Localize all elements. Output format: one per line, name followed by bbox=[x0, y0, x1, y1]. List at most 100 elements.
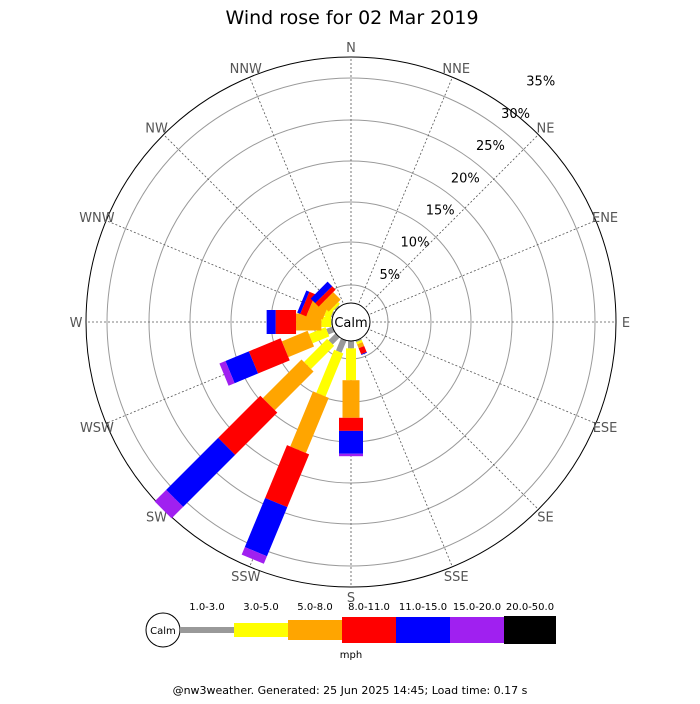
bar-ssw-8.0-11.0 bbox=[265, 445, 310, 508]
bar-w-8.0-11.0 bbox=[275, 310, 297, 334]
direction-label-ssw: SSW bbox=[231, 570, 261, 585]
grid-ring bbox=[106, 77, 596, 567]
legend-units: mph bbox=[340, 650, 362, 661]
bar-sse-1.0-3.0 bbox=[355, 338, 362, 343]
direction-label-wsw: WSW bbox=[80, 421, 114, 436]
bar-wnw-11.0-15.0 bbox=[297, 290, 310, 314]
direction-label-se: SE bbox=[537, 510, 553, 525]
legend-swatch-3.0-5.0 bbox=[234, 623, 288, 637]
legend-label-3.0-5.0: 3.0-5.0 bbox=[243, 602, 278, 613]
bar-sse-8.0-11.0 bbox=[358, 345, 367, 355]
bar-wsw-5.0-8.0 bbox=[281, 330, 315, 358]
legend-swatch-15.0-20.0 bbox=[450, 617, 504, 643]
calm-label: Calm bbox=[334, 316, 367, 331]
bar-ssw-5.0-8.0 bbox=[290, 391, 329, 454]
bar-w-11.0-15.0 bbox=[266, 310, 276, 334]
radial-tick-label: 15% bbox=[426, 203, 455, 218]
direction-label-nw: NW bbox=[145, 122, 168, 137]
spoke-wnw bbox=[106, 220, 332, 315]
bar-wsw-15.0-20.0 bbox=[219, 361, 235, 386]
bar-wsw-11.0-15.0 bbox=[225, 351, 259, 384]
radial-tick-label: 5% bbox=[380, 268, 401, 283]
bar-nw-1.0-3.0 bbox=[334, 305, 340, 311]
legend-label-5.0-8.0: 5.0-8.0 bbox=[297, 602, 332, 613]
spoke-nne bbox=[358, 77, 453, 303]
wind-bars bbox=[154, 281, 367, 564]
radial-tick-labels: 5% 10% 15% 20% 25% 30% 35% bbox=[380, 75, 556, 283]
bar-sse-3.0-5.0 bbox=[356, 339, 363, 345]
bar-sw-11.0-15.0 bbox=[166, 437, 236, 507]
direction-label-ene: ENE bbox=[592, 211, 618, 226]
chart-title: Wind rose for 02 Mar 2019 bbox=[225, 7, 478, 29]
bar-sw-3.0-5.0 bbox=[303, 338, 335, 370]
legend-swatch-5.0-8.0 bbox=[288, 620, 342, 640]
legend-label-11.0-15.0: 11.0-15.0 bbox=[399, 602, 447, 613]
radial-tick-label: 35% bbox=[526, 75, 555, 90]
bar-w-3.0-5.0 bbox=[321, 317, 332, 327]
bar-w-5.0-8.0 bbox=[296, 313, 322, 331]
legend-swatch-20.0-50.0 bbox=[504, 616, 556, 644]
bar-ssw-3.0-5.0 bbox=[316, 349, 344, 397]
direction-labels: N NNE NE ENE E ESE SE SSE S SSW SW WSW W WNW NW NNW bbox=[70, 41, 631, 606]
legend-swatch-1.0-3.0 bbox=[180, 627, 234, 633]
legend-label-8.0-11.0: 8.0-11.0 bbox=[348, 602, 390, 613]
radial-tick-label: 25% bbox=[476, 139, 505, 154]
bar-nw-8.0-11.0 bbox=[315, 286, 336, 307]
direction-label-sse: SSE bbox=[444, 570, 469, 585]
bar-s-15.0-20.0 bbox=[339, 453, 363, 457]
spoke-nw bbox=[163, 134, 337, 308]
legend-label-1.0-3.0: 1.0-3.0 bbox=[189, 602, 224, 613]
direction-label-n: N bbox=[346, 41, 356, 56]
legend-swatch-8.0-11.0 bbox=[342, 617, 396, 643]
bar-sw-15.0-20.0 bbox=[154, 489, 184, 519]
direction-label-nne: NNE bbox=[442, 62, 470, 77]
legend-label-15.0-20.0: 15.0-20.0 bbox=[453, 602, 501, 613]
spoke-sse bbox=[358, 341, 453, 567]
calm-circle bbox=[331, 302, 371, 342]
bar-wnw-1.0-3.0 bbox=[330, 311, 335, 318]
calm-center: Calm bbox=[331, 302, 371, 342]
spoke-ese bbox=[370, 329, 596, 424]
outer-ring bbox=[85, 56, 617, 588]
bar-wsw-8.0-11.0 bbox=[248, 338, 290, 374]
bar-ssw-15.0-20.0 bbox=[241, 547, 267, 564]
bar-nw-3.0-5.0 bbox=[331, 302, 340, 311]
spoke-ne bbox=[365, 134, 539, 308]
direction-label-e: E bbox=[622, 316, 630, 331]
bar-s-3.0-5.0 bbox=[346, 348, 356, 381]
bar-sw-1.0-3.0 bbox=[328, 333, 340, 345]
bar-s-5.0-8.0 bbox=[342, 380, 360, 418]
bar-sse-11.0-15.0 bbox=[361, 351, 367, 356]
direction-label-s: S bbox=[347, 591, 355, 606]
spoke-ene bbox=[370, 220, 596, 315]
legend-label-20.0-50.0: 20.0-50.0 bbox=[506, 602, 554, 613]
spoke-se bbox=[365, 336, 539, 510]
legend-calm-label: Calm bbox=[150, 626, 176, 637]
direction-label-wnw: WNW bbox=[79, 211, 115, 226]
bar-nw-5.0-8.0 bbox=[321, 292, 341, 312]
speed-legend: Calm 1.0-3.0 3.0-5.0 5.0-8.0 8.0-11.0 11.0-15… bbox=[145, 602, 556, 648]
spoke-nnw bbox=[249, 77, 344, 303]
bar-wnw-3.0-5.0 bbox=[323, 306, 334, 319]
direction-label-w: W bbox=[70, 316, 83, 331]
radial-tick-label: 10% bbox=[401, 236, 430, 251]
bar-sw-5.0-8.0 bbox=[262, 359, 314, 411]
bar-sw-8.0-11.0 bbox=[218, 395, 278, 455]
legend-swatch-11.0-15.0 bbox=[396, 617, 450, 643]
radial-tick-label: 20% bbox=[451, 171, 480, 186]
bar-ssw-11.0-15.0 bbox=[244, 498, 288, 557]
bar-s-1.0-3.0 bbox=[348, 341, 354, 349]
direction-label-ne: NE bbox=[536, 122, 554, 137]
direction-label-ese: ESE bbox=[593, 421, 618, 436]
bar-nw-11.0-15.0 bbox=[310, 281, 333, 304]
bar-wsw-3.0-5.0 bbox=[308, 327, 330, 344]
direction-label-nnw: NNW bbox=[230, 62, 262, 77]
bar-s-11.0-15.0 bbox=[339, 430, 363, 454]
bar-sse-5.0-8.0 bbox=[357, 342, 365, 349]
footer-text: @nw3weather. Generated: 25 Jun 2025 14:4… bbox=[173, 684, 528, 697]
bar-s-8.0-11.0 bbox=[339, 417, 363, 431]
bar-wsw-1.0-3.0 bbox=[326, 326, 335, 335]
bar-ssw-1.0-3.0 bbox=[335, 338, 347, 353]
